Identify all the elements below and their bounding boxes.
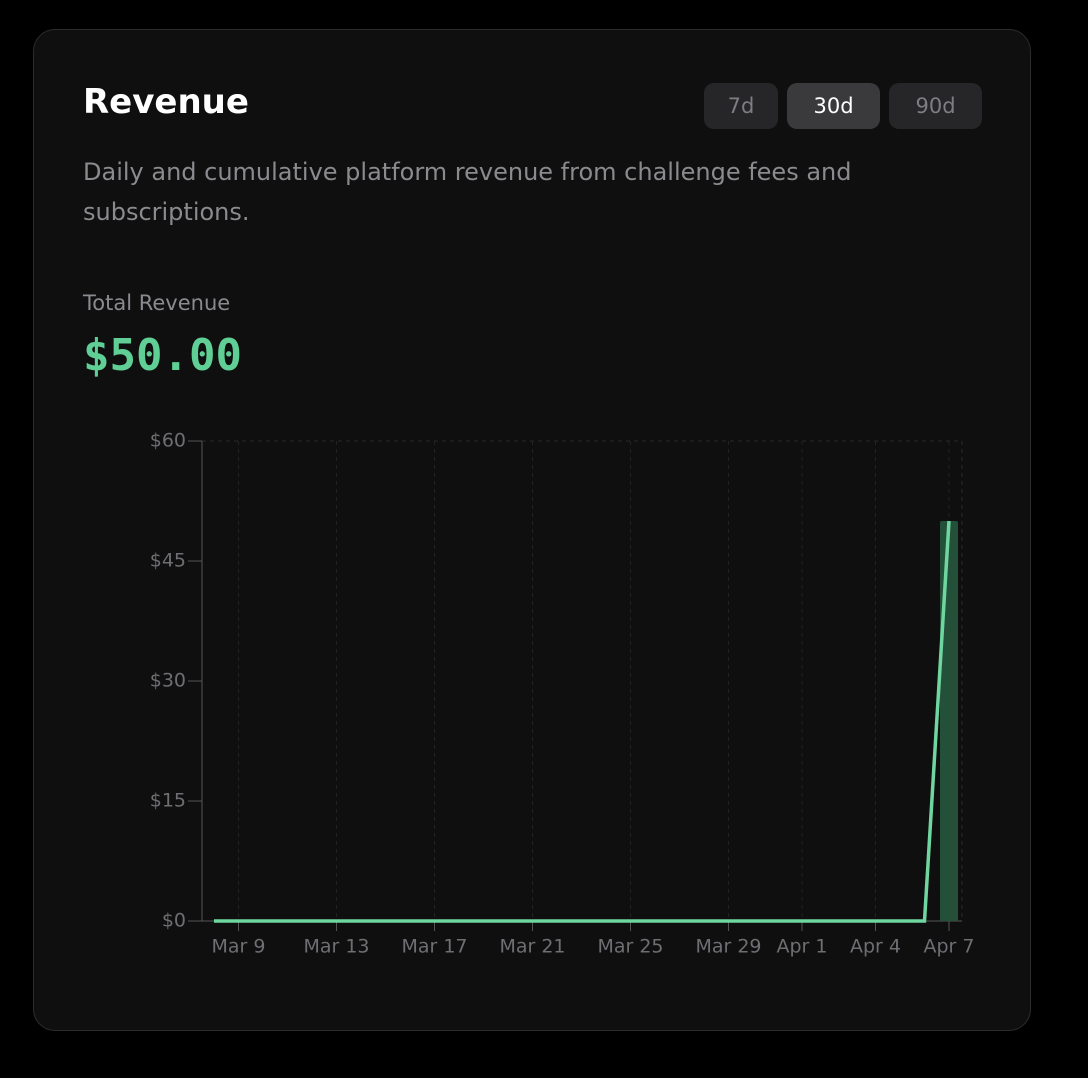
summary-label: Total Revenue [83, 291, 231, 315]
range-button[interactable]: 7d [704, 83, 778, 129]
line [214, 520, 951, 923]
x-tick-label: Apr 7 [924, 936, 975, 958]
card-title: Revenue [83, 82, 249, 122]
range-button[interactable]: 30d [787, 83, 880, 129]
x-tick-label: Mar 25 [597, 936, 663, 958]
revenue-card: Revenue 7d 30d 90d Daily and cumulative … [33, 29, 1031, 1031]
x-tick-label: Apr 4 [850, 936, 901, 958]
x-tick-label: Mar 21 [499, 936, 565, 958]
bar [940, 521, 958, 921]
x-tick-label: Mar 9 [212, 936, 266, 958]
y-tick-label: $15 [150, 790, 186, 812]
x-tick-label: Mar 17 [401, 936, 467, 958]
y-tick-label: $60 [150, 430, 186, 452]
y-tick-label: $0 [162, 910, 186, 932]
range-button[interactable]: 90d [889, 83, 982, 129]
range-switch: 7d 30d 90d [704, 83, 982, 129]
y-tick-label: $30 [150, 670, 186, 692]
y-tick-label: $45 [150, 550, 186, 572]
summary-value: $50.00 [83, 330, 242, 381]
x-tick-label: Mar 29 [695, 936, 761, 958]
x-tick-label: Apr 1 [777, 936, 828, 958]
x-tick-label: Mar 13 [303, 936, 369, 958]
description: Daily and cumulative platform revenue fr… [83, 158, 852, 226]
